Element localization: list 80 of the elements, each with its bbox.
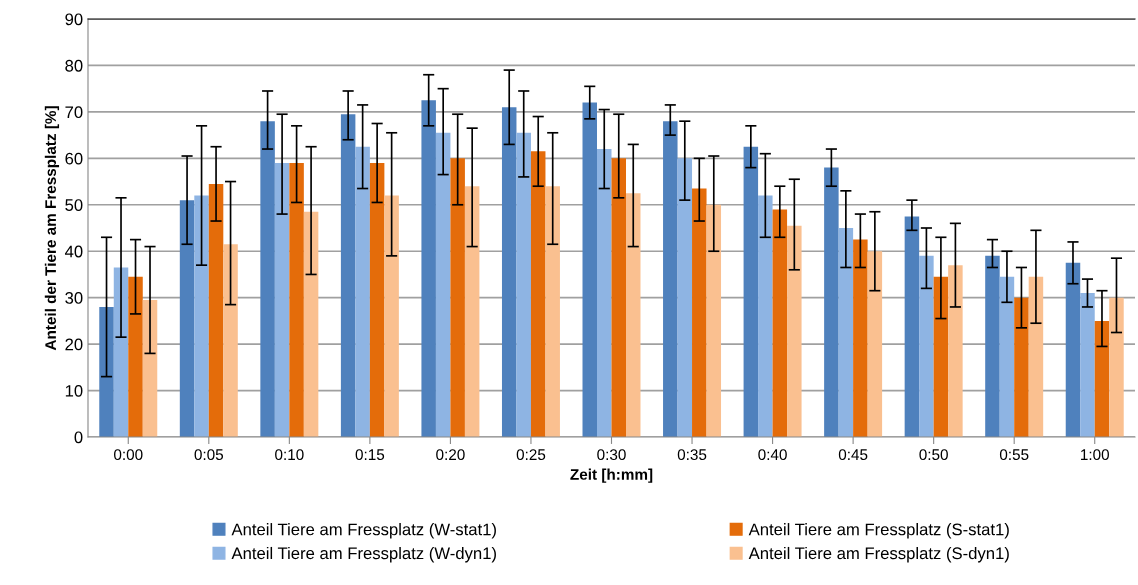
bar	[611, 158, 626, 437]
bar	[758, 195, 773, 437]
y-tick-label: 50	[65, 199, 83, 211]
bar	[435, 132, 451, 437]
y-tick-label: 90	[65, 13, 83, 26]
bar	[1094, 320, 1110, 437]
legend-label: Anteil Tiere am Fressplatz (S-dyn1)	[748, 546, 1009, 563]
bar	[626, 193, 641, 437]
bar	[1109, 297, 1124, 437]
bar	[355, 146, 370, 437]
bar	[501, 107, 517, 437]
bar	[1028, 276, 1044, 437]
bar	[1080, 293, 1095, 437]
y-tick-label: 0	[74, 431, 83, 444]
bar	[545, 186, 560, 437]
bar	[772, 209, 788, 437]
bar	[853, 239, 868, 437]
x-tick-label: 1:00	[1081, 449, 1109, 461]
bar	[582, 102, 597, 437]
bar	[743, 146, 759, 437]
bar	[663, 121, 678, 437]
y-tick-label: 10	[65, 384, 83, 397]
x-axis-title: Zeit [h:mm]	[570, 468, 653, 483]
bar	[706, 204, 722, 437]
x-tick-label: 0:20	[436, 449, 465, 461]
y-tick-label: 70	[65, 106, 83, 119]
x-tick-label: 0:50	[919, 449, 948, 461]
bar	[904, 216, 920, 437]
bar	[597, 149, 612, 437]
bar	[179, 200, 195, 437]
bar	[142, 299, 158, 437]
bar	[919, 255, 934, 437]
bar	[516, 132, 531, 437]
bar	[867, 251, 883, 437]
legend-label: Anteil Tiere am Fressplatz (W-stat1)	[231, 523, 496, 539]
x-tick-label: 0:15	[355, 449, 385, 461]
bar	[260, 121, 275, 437]
y-tick-label: 20	[65, 338, 83, 351]
bar	[787, 225, 802, 437]
bar	[677, 158, 693, 437]
bar	[464, 186, 480, 437]
bar	[421, 100, 436, 437]
bar	[450, 158, 465, 437]
x-tick-label: 0:45	[838, 449, 868, 461]
bar	[369, 162, 385, 437]
bar	[692, 188, 707, 437]
bar	[289, 162, 304, 437]
bar	[128, 276, 143, 437]
bar	[274, 162, 290, 437]
bar	[194, 195, 209, 437]
bar	[340, 114, 356, 437]
bar	[223, 244, 238, 437]
bar	[530, 151, 546, 437]
x-tick-label: 0:40	[758, 449, 787, 461]
x-tick-label: 0:30	[597, 449, 626, 461]
y-tick-label: 60	[65, 152, 83, 165]
y-tick-label: 40	[64, 245, 83, 258]
x-tick-label: 0:55	[999, 449, 1029, 461]
legend-label: Anteil Tiere am Fressplatz (S-stat1)	[748, 523, 1009, 539]
x-tick-label: 0:10	[275, 449, 304, 461]
bar	[985, 255, 1000, 437]
x-tick-label: 0:25	[516, 449, 546, 461]
x-tick-label: 0:05	[194, 449, 224, 461]
bar	[99, 306, 114, 437]
bar	[384, 195, 399, 437]
bar	[824, 167, 839, 437]
bar	[208, 183, 224, 437]
bar	[999, 276, 1015, 437]
bar	[948, 265, 963, 437]
x-tick-label: 0:35	[677, 449, 707, 461]
bar	[933, 276, 949, 437]
bar	[1014, 297, 1029, 437]
y-axis-title: Anteil der Tiere am Fressplatz [%]	[44, 106, 60, 351]
x-tick-label: 0:00	[114, 449, 143, 461]
y-tick-label: 80	[65, 59, 83, 72]
bar	[838, 228, 854, 437]
bar	[1065, 262, 1081, 437]
bar	[303, 211, 319, 437]
y-tick-label: 30	[65, 292, 83, 304]
legend-label: Anteil Tiere am Fressplatz (W-dyn1)	[231, 546, 496, 563]
